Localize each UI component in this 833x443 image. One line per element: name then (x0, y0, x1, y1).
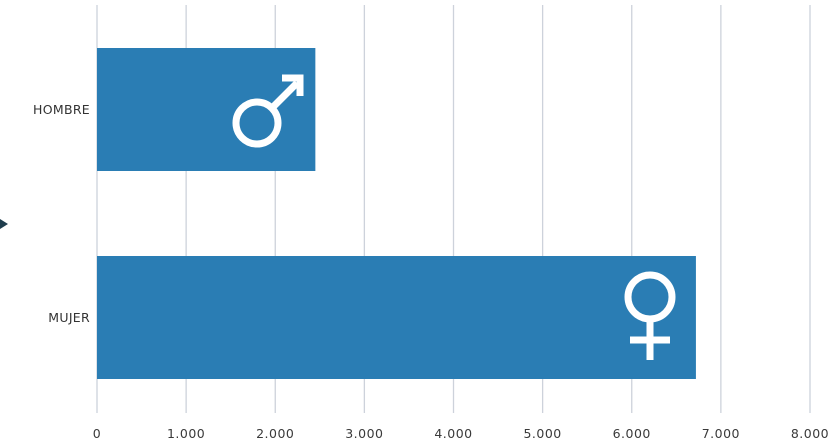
x-tick-label: 3.000 (345, 426, 383, 441)
x-tick-label: 8.000 (791, 426, 829, 441)
x-tick-label: 6.000 (613, 426, 651, 441)
x-tick-label: 7.000 (702, 426, 740, 441)
x-tick-label: 2.000 (256, 426, 294, 441)
x-tick-label: 0 (93, 426, 101, 441)
x-tick-label: 1.000 (167, 426, 205, 441)
bars (97, 48, 696, 379)
bar-hombre (97, 48, 316, 171)
y-category-label: MUJER (48, 310, 90, 325)
pointer-arrow-icon (0, 219, 8, 229)
x-axis-tick-labels: 0 1.000 2.000 3.000 4.000 5.000 6.000 7.000 8.00… (93, 426, 829, 441)
y-category-label: HOMBRE (33, 102, 90, 117)
female-symbol-icon (624, 271, 676, 360)
y-axis-category-labels: HOMBRE MUJER (33, 102, 90, 325)
bar-icons (232, 74, 676, 360)
x-tick-label: 4.000 (434, 426, 472, 441)
bar-mujer (97, 256, 696, 379)
male-symbol-icon (232, 74, 304, 148)
x-tick-label: 5.000 (523, 426, 561, 441)
